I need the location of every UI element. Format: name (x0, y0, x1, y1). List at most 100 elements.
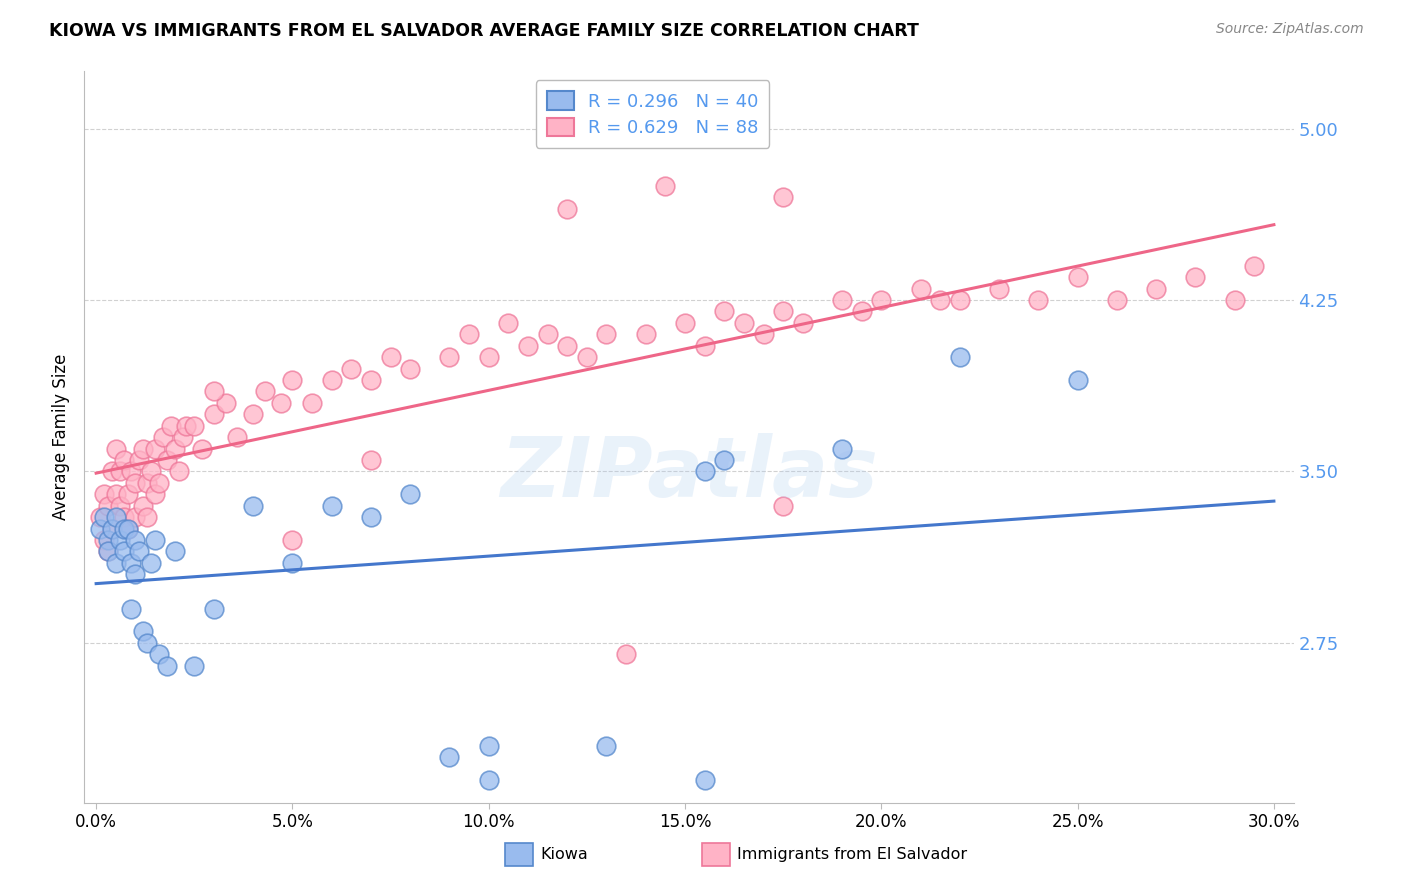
Point (163, 442, 186, 456)
Point (270, 396, 292, 410)
Point (139, 464, 162, 478)
Point (139, 556, 162, 570)
Point (97, 544, 120, 558)
Point (1105, 293, 1128, 307)
Point (929, 293, 952, 307)
Point (281, 556, 304, 570)
Point (121, 556, 143, 570)
Point (1223, 293, 1246, 307)
Point (112, 544, 135, 558)
Point (242, 407, 264, 421)
Point (167, 464, 190, 478)
Point (399, 361, 422, 376)
Point (191, 442, 214, 456)
Point (478, 739, 501, 753)
Point (124, 510, 146, 524)
Text: Kiowa: Kiowa (540, 847, 588, 862)
Point (949, 350, 972, 364)
Point (831, 293, 853, 307)
Point (148, 475, 170, 490)
Point (792, 316, 814, 330)
Point (693, 464, 716, 478)
Y-axis label: Average Family Size: Average Family Size (52, 354, 70, 520)
Point (215, 396, 238, 410)
Point (281, 533, 304, 547)
Point (172, 430, 194, 444)
Point (121, 601, 143, 615)
Point (772, 499, 794, 513)
Point (156, 453, 179, 467)
Point (595, 739, 617, 753)
Point (128, 544, 150, 558)
Point (93, 533, 115, 547)
Point (301, 396, 323, 410)
Point (340, 361, 363, 376)
Point (253, 384, 276, 399)
Point (733, 316, 755, 330)
Point (614, 647, 637, 661)
Point (159, 418, 181, 433)
Point (97, 533, 120, 547)
Point (555, 202, 578, 216)
Point (242, 499, 264, 513)
Point (152, 430, 174, 444)
Point (536, 327, 558, 342)
Point (93, 510, 115, 524)
Point (101, 521, 124, 535)
Point (202, 407, 225, 421)
Point (226, 430, 249, 444)
Point (132, 442, 155, 456)
Point (136, 636, 159, 650)
Point (108, 499, 131, 513)
Point (321, 499, 343, 513)
Point (124, 567, 146, 582)
Point (634, 327, 657, 342)
Point (136, 510, 159, 524)
Point (439, 750, 461, 764)
Point (143, 487, 166, 501)
Point (93, 487, 115, 501)
Point (143, 442, 166, 456)
Point (1144, 281, 1167, 295)
Point (202, 384, 225, 399)
Point (360, 373, 382, 387)
Point (654, 178, 676, 193)
Point (555, 339, 578, 353)
Point (117, 521, 139, 535)
Point (132, 499, 155, 513)
Point (121, 464, 143, 478)
Point (851, 304, 873, 318)
Point (101, 521, 124, 535)
Point (89, 510, 111, 524)
Point (1066, 373, 1088, 387)
Point (1066, 270, 1088, 285)
Point (112, 453, 135, 467)
Text: Immigrants from El Salvador: Immigrants from El Salvador (737, 847, 967, 862)
Point (752, 327, 775, 342)
Point (281, 373, 304, 387)
Point (910, 281, 932, 295)
Point (112, 510, 135, 524)
Point (101, 464, 124, 478)
Point (163, 544, 186, 558)
Point (202, 601, 225, 615)
Point (108, 533, 131, 547)
Point (439, 350, 461, 364)
Point (595, 327, 617, 342)
Point (693, 339, 716, 353)
Point (108, 464, 131, 478)
Point (104, 442, 127, 456)
Point (156, 658, 179, 673)
Point (321, 373, 343, 387)
Point (136, 475, 159, 490)
Point (988, 281, 1011, 295)
Point (124, 475, 146, 490)
Point (458, 327, 481, 342)
Point (183, 418, 205, 433)
Point (575, 350, 598, 364)
Point (117, 521, 139, 535)
Point (478, 772, 501, 787)
Point (97, 499, 120, 513)
Text: Source: ZipAtlas.com: Source: ZipAtlas.com (1216, 22, 1364, 37)
Point (117, 487, 139, 501)
